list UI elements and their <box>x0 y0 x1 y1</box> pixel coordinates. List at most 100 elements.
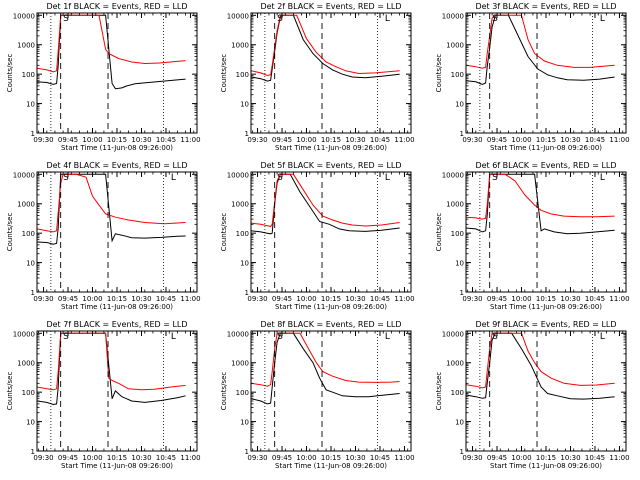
x-tick-label: 10:30 <box>131 136 151 144</box>
marker-label: S <box>277 173 283 183</box>
x-tick-label: 10:30 <box>345 295 365 303</box>
x-tick-label: 09:45 <box>272 136 292 144</box>
x-tick-label: 11:00 <box>180 295 200 303</box>
y-tick-label: 100 <box>236 71 249 79</box>
y-tick-label: 1 <box>245 130 249 138</box>
series-line-lld <box>251 14 400 77</box>
marker-label: L <box>171 173 176 183</box>
y-tick-label: 1000 <box>446 201 464 209</box>
chart-panel: Det 1f BLACK = Events, RED = LLD S 1 10 100 1… <box>6 2 201 152</box>
x-tick-label: 10:45 <box>585 454 605 462</box>
chart-title: Det 7f BLACK = Events, RED = LLD <box>46 320 187 329</box>
y-tick-label: 10000 <box>13 12 35 20</box>
x-tick-label: 10:15 <box>107 454 127 462</box>
y-tick-label: 10000 <box>13 171 35 179</box>
y-tick-label: 100 <box>451 71 464 79</box>
x-axis-label: Start Time (11-Jun-08 09:26:00) <box>275 303 387 311</box>
y-tick-label: 1 <box>31 448 35 456</box>
x-tick-label: 09:45 <box>487 454 507 462</box>
y-tick-label: 100 <box>236 230 249 238</box>
x-tick-label: 10:15 <box>321 454 341 462</box>
chart-panel: Det 5f BLACK = Events, RED = LLD S L 1 10 100… <box>220 161 415 311</box>
y-tick-label: 10000 <box>227 12 249 20</box>
x-tick-label: 09:30 <box>247 454 267 462</box>
y-tick-label: 10 <box>240 101 249 109</box>
x-tick-label: 10:45 <box>370 136 390 144</box>
y-axis-label: Counts/sec <box>6 54 14 93</box>
x-tick-label: 09:30 <box>247 136 267 144</box>
x-axis-label: Start Time (11-Jun-08 09:26:00) <box>61 303 173 311</box>
x-tick-label: 09:30 <box>33 454 53 462</box>
y-tick-label: 1000 <box>17 360 35 368</box>
x-tick-label: 09:45 <box>58 136 78 144</box>
marker-label: S <box>63 173 69 183</box>
x-tick-label: 11:00 <box>609 454 629 462</box>
y-tick-label: 10000 <box>13 330 35 338</box>
marker-label: S <box>492 14 498 24</box>
x-tick-label: 09:30 <box>33 295 53 303</box>
x-tick-label: 10:00 <box>296 295 316 303</box>
chart-title: Det 6f BLACK = Events, RED = LLD <box>475 161 616 170</box>
chart-title: Det 1f BLACK = Events, RED = LLD <box>46 2 187 11</box>
x-tick-label: 10:00 <box>296 136 316 144</box>
y-tick-label: 100 <box>236 389 249 397</box>
chart-panel: Det 4f BLACK = Events, RED = LLD S L 1 10 100… <box>6 161 201 311</box>
chart-panel: Det 9f BLACK = Events, RED = LLD S L 1 10 100… <box>435 320 630 470</box>
x-tick-label: 10:30 <box>131 295 151 303</box>
y-tick-label: 100 <box>22 230 35 238</box>
chart-panel: Det 8f BLACK = Events, RED = LLD S L 1 10 100… <box>220 320 415 470</box>
y-tick-label: 1000 <box>231 42 249 50</box>
x-axis-label: Start Time (11-Jun-08 09:26:00) <box>490 303 602 311</box>
marker-label: S <box>492 332 498 342</box>
series-line-lld <box>37 332 186 391</box>
y-axis-label: Counts/sec <box>220 54 228 93</box>
x-tick-label: 09:45 <box>58 295 78 303</box>
x-tick-label: 09:45 <box>487 136 507 144</box>
x-tick-label: 10:30 <box>131 454 151 462</box>
y-tick-label: 1 <box>31 289 35 297</box>
x-axis-label: Start Time (11-Jun-08 09:26:00) <box>490 462 602 470</box>
y-axis-label: Counts/sec <box>220 213 228 252</box>
x-tick-label: 10:30 <box>560 295 580 303</box>
y-tick-label: 10000 <box>227 330 249 338</box>
x-tick-label: 09:45 <box>58 454 78 462</box>
marker-label: L <box>385 332 390 342</box>
x-axis-label: Start Time (11-Jun-08 09:26:00) <box>61 462 173 470</box>
x-tick-label: 09:30 <box>462 295 482 303</box>
series-line-lld <box>466 332 615 389</box>
x-tick-label: 10:00 <box>82 295 102 303</box>
x-tick-label: 11:00 <box>609 295 629 303</box>
series-line-events <box>466 173 615 235</box>
y-tick-label: 1000 <box>231 360 249 368</box>
x-tick-label: 10:30 <box>560 454 580 462</box>
x-axis-label: Start Time (11-Jun-08 09:26:00) <box>275 144 387 152</box>
series-line-events <box>466 332 615 400</box>
y-tick-label: 100 <box>451 230 464 238</box>
y-axis-label: Counts/sec <box>220 372 228 411</box>
x-tick-label: 11:00 <box>394 295 414 303</box>
x-tick-label: 10:15 <box>321 136 341 144</box>
x-tick-label: 10:45 <box>585 295 605 303</box>
y-tick-label: 1000 <box>446 360 464 368</box>
series-line-events <box>37 332 186 406</box>
x-tick-label: 11:00 <box>180 136 200 144</box>
marker-label: L <box>385 173 390 183</box>
y-tick-label: 10 <box>455 419 464 427</box>
y-axis-label: Counts/sec <box>6 372 14 411</box>
x-tick-label: 10:15 <box>536 454 556 462</box>
marker-label: S <box>277 14 283 24</box>
x-tick-label: 10:00 <box>296 454 316 462</box>
x-axis-label: Start Time (11-Jun-08 09:26:00) <box>490 144 602 152</box>
x-tick-label: 10:45 <box>156 295 176 303</box>
x-tick-label: 10:15 <box>536 295 556 303</box>
x-tick-label: 10:45 <box>370 454 390 462</box>
y-tick-label: 1 <box>31 130 35 138</box>
x-tick-label: 10:00 <box>82 454 102 462</box>
y-axis-label: Counts/sec <box>435 213 443 252</box>
x-tick-label: 09:30 <box>462 136 482 144</box>
y-tick-label: 100 <box>22 389 35 397</box>
chart-panel: Det 6f BLACK = Events, RED = LLD S L 1 10 100… <box>435 161 630 311</box>
marker-label: S <box>63 332 69 342</box>
y-tick-label: 100 <box>451 389 464 397</box>
